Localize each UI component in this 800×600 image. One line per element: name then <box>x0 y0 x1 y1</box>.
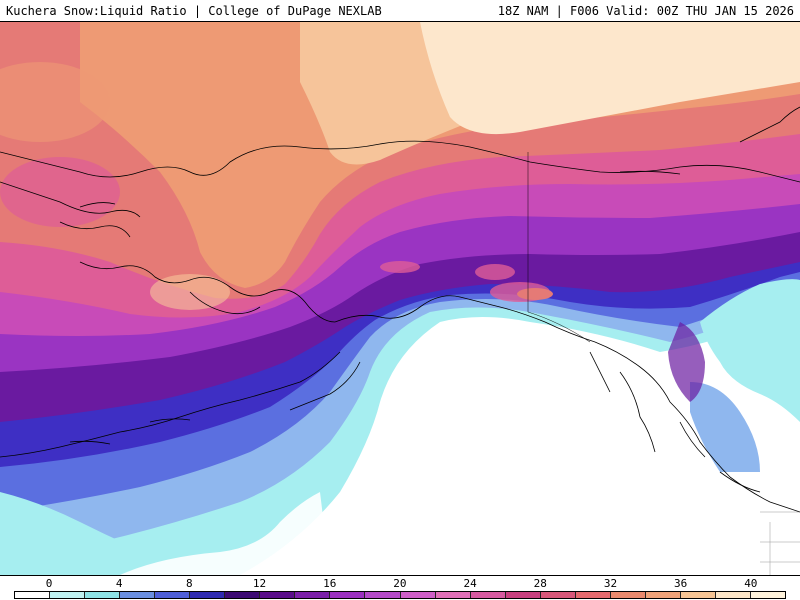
legend-swatch <box>645 592 681 598</box>
legend-swatch <box>85 592 121 598</box>
legend-swatch <box>225 592 261 598</box>
legend-tick-label: 28 <box>533 577 547 590</box>
legend-tick-label: 36 <box>674 577 688 590</box>
run-valid-time: 18Z NAM | F006 Valid: 00Z THU JAN 15 202… <box>497 4 794 18</box>
map-header: Kuchera Snow:Liquid Ratio | College of D… <box>0 0 800 22</box>
legend-swatch <box>155 592 191 598</box>
product-title: Kuchera Snow:Liquid Ratio | College of D… <box>6 4 382 18</box>
patch-pink-west <box>0 157 120 227</box>
legend-swatch <box>610 592 646 598</box>
patch-white-sw <box>120 492 330 575</box>
legend-tick-label: 4 <box>115 577 123 590</box>
legend-color-bar <box>14 591 786 599</box>
patch-orange-nw <box>0 62 110 142</box>
legend-swatch <box>715 592 751 598</box>
map-canvas <box>0 22 800 575</box>
patch-cyan-sw <box>0 492 200 575</box>
legend-tick-label: 0 <box>45 577 53 590</box>
legend-tick-label: 24 <box>463 577 477 590</box>
legend-swatch <box>50 592 86 598</box>
legend-swatch <box>365 592 401 598</box>
political-borders <box>527 152 591 343</box>
legend-swatch <box>260 592 296 598</box>
legend-tick-label: 8 <box>186 577 193 590</box>
legend-tick-label: 20 <box>393 577 407 590</box>
color-scale-legend: 0 4 8 12 16 20 24 28 32 36 40 <box>0 575 800 600</box>
coastlines <box>0 106 800 513</box>
patch-blue-east <box>690 382 760 472</box>
patch-salmon-coast <box>517 288 553 300</box>
legend-tick-label: 16 <box>323 577 337 590</box>
patch-cyan-east <box>700 279 800 422</box>
legend-swatch <box>435 592 471 598</box>
snow-ratio-map <box>0 22 800 575</box>
patch-pink-inland-2 <box>380 261 420 273</box>
legend-swatch <box>15 592 51 598</box>
legend-swatch <box>295 592 331 598</box>
band-cream <box>420 22 800 135</box>
legend-swatch <box>575 592 611 598</box>
legend-swatch <box>400 592 436 598</box>
legend-tick-label: 32 <box>603 577 618 590</box>
patch-pink-inland <box>475 264 515 280</box>
legend-tick-label: 12 <box>252 577 267 590</box>
state-lines <box>760 511 800 575</box>
legend-tick-label: 40 <box>744 577 758 590</box>
legend-swatch <box>190 592 226 598</box>
legend-swatch <box>330 592 366 598</box>
legend-swatch <box>470 592 506 598</box>
legend-swatch <box>750 592 786 598</box>
legend-swatch <box>680 592 716 598</box>
legend-swatch <box>505 592 541 598</box>
patch-purple-east <box>668 322 705 402</box>
legend-swatch <box>540 592 576 598</box>
legend-swatch <box>120 592 156 598</box>
